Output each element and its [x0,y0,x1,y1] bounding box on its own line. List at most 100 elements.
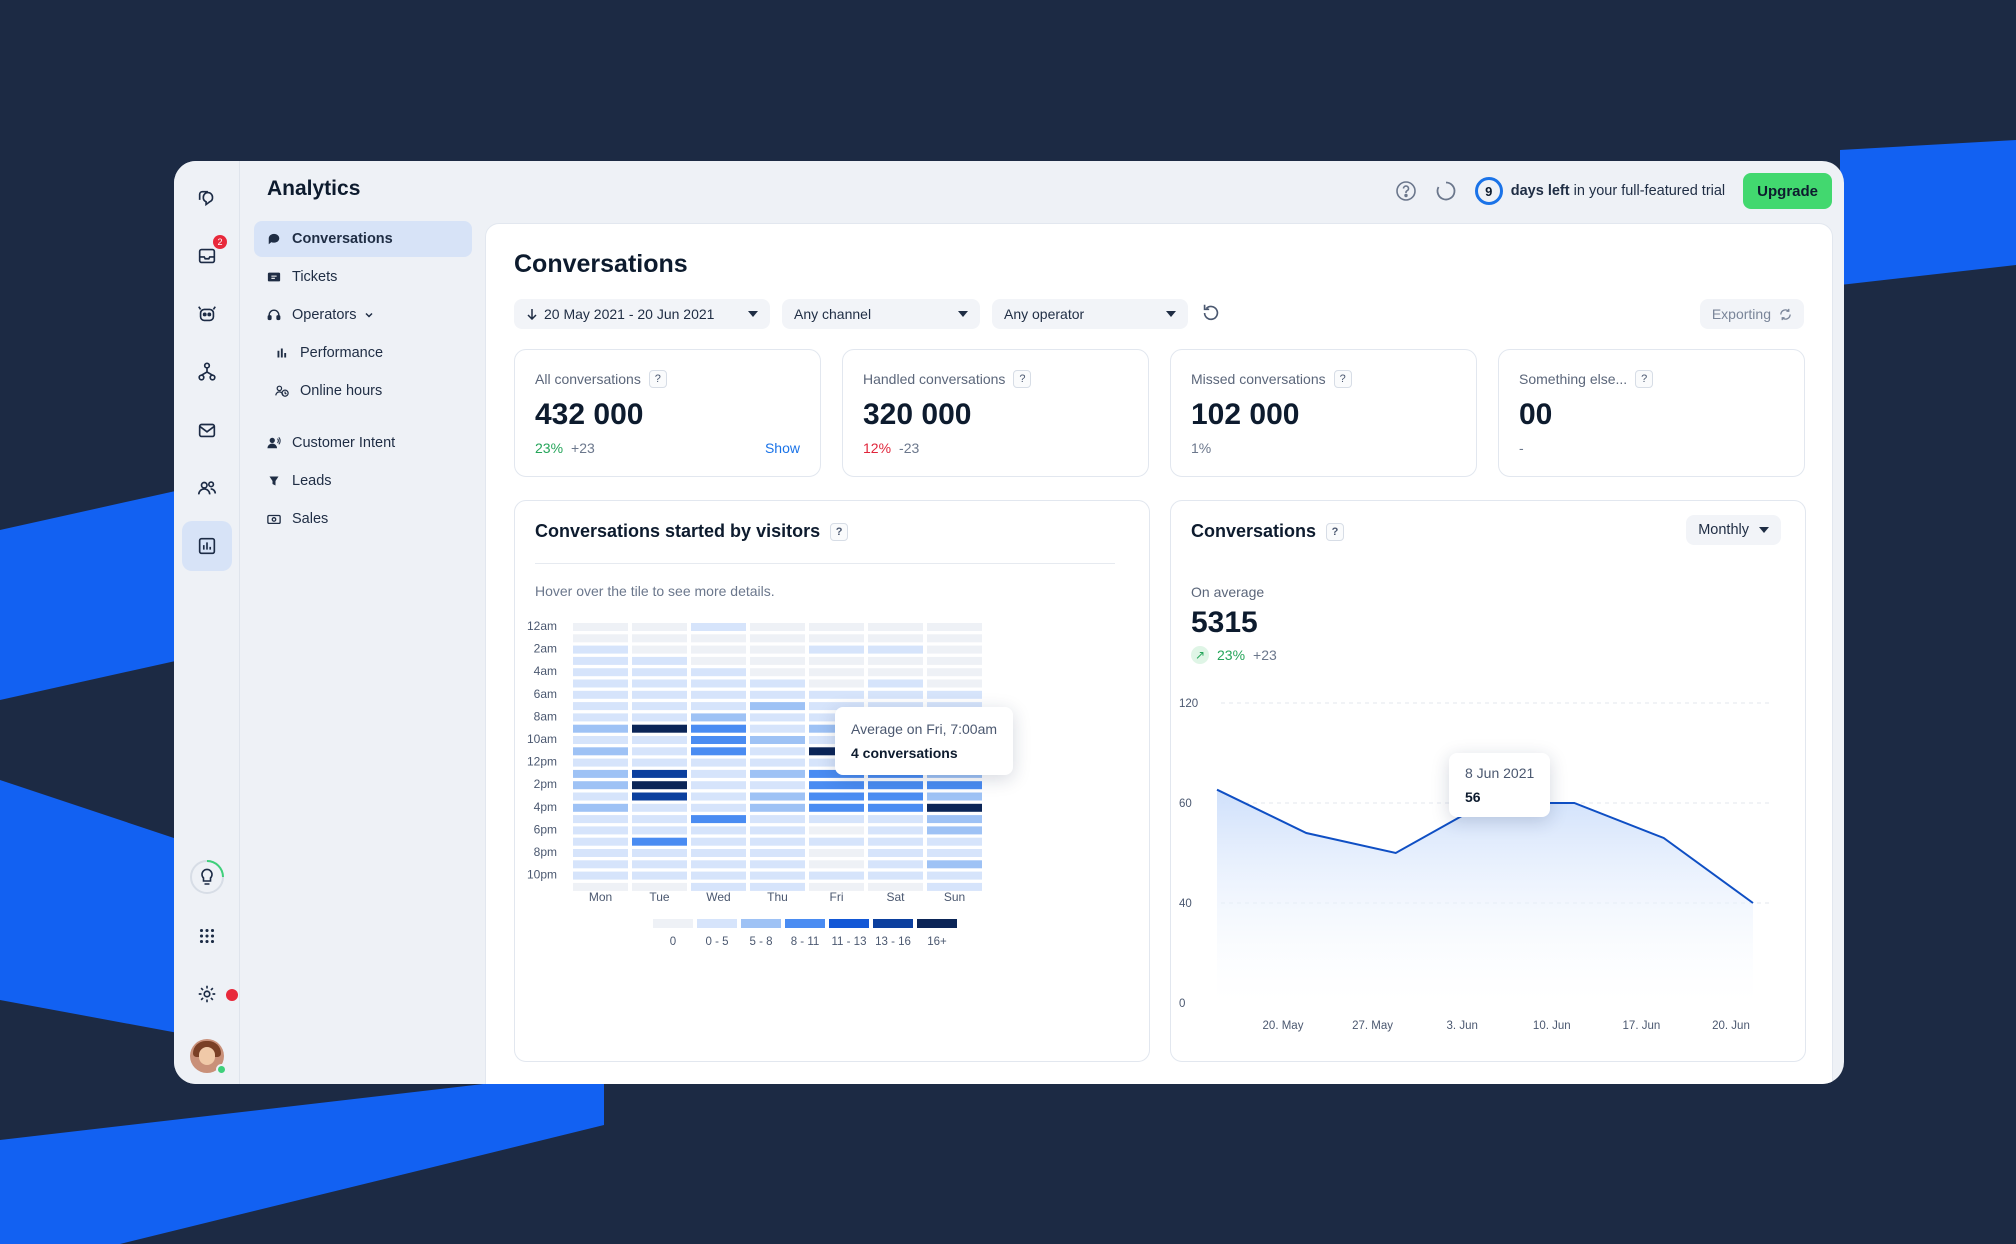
heatmap-cell[interactable] [573,803,628,812]
heatmap-cell[interactable] [632,668,687,677]
heatmap-cell[interactable] [868,849,923,857]
heatmap-cell[interactable] [750,736,805,744]
heatmap-cell[interactable] [750,679,805,688]
heatmap-cell[interactable] [573,656,628,665]
heatmap-cell[interactable] [927,815,982,824]
heatmap-cell[interactable] [691,882,746,891]
heatmap-cell[interactable] [809,634,864,643]
heatmap-cell[interactable] [750,882,805,891]
heatmap-cell[interactable] [573,645,628,654]
heatmap-cell[interactable] [691,826,746,835]
export-button[interactable]: Exporting [1699,299,1804,329]
heatmap-cell[interactable] [809,668,864,677]
heatmap-cell[interactable] [809,645,864,654]
heatmap-cell[interactable] [750,645,805,654]
heatmap-cell[interactable] [927,645,982,654]
heatmap-cell[interactable] [750,758,805,767]
heatmap-cell[interactable] [809,769,864,778]
channel-select[interactable]: Any channel [782,299,980,329]
upgrade-button[interactable]: Upgrade [1743,173,1832,209]
operator-select[interactable]: Any operator [992,299,1188,329]
nav-item-sales[interactable]: Sales [254,501,472,537]
nav-item-tickets[interactable]: Tickets [254,259,472,295]
heatmap-cell[interactable] [868,882,923,891]
heatmap-cell[interactable] [632,690,687,699]
bot-icon[interactable] [189,296,225,332]
heatmap-cell[interactable] [927,826,982,835]
heatmap-cell[interactable] [750,634,805,643]
heatmap-cell[interactable] [750,803,805,812]
heatmap-cell[interactable] [632,803,687,812]
heatmap-cell[interactable] [809,860,864,869]
heatmap-cell[interactable] [691,758,746,767]
heatmap-cell[interactable] [927,882,982,891]
heatmap-cell[interactable] [632,871,687,880]
contacts-icon[interactable] [189,470,225,506]
heatmap-cell[interactable] [927,623,982,631]
heatmap-cell[interactable] [868,803,923,812]
heatmap-cell[interactable] [573,871,628,880]
heatmap-cell[interactable] [927,849,982,857]
heatmap-cell[interactable] [750,747,805,756]
heatmap-cell[interactable] [691,702,746,711]
heatmap-cell[interactable] [809,690,864,699]
heatmap-cell[interactable] [573,849,628,857]
heatmap-cell[interactable] [927,656,982,665]
heatmap-cell[interactable] [809,623,864,631]
heatmap-cell[interactable] [573,758,628,767]
heatmap-cell[interactable] [573,860,628,869]
heatmap-cell[interactable] [691,623,746,631]
heatmap-cell[interactable] [750,781,805,790]
heatmap-cell[interactable] [691,724,746,733]
heatmap-cell[interactable] [750,668,805,677]
heatmap-cell[interactable] [691,781,746,790]
help-icon[interactable]: ? [1333,370,1352,388]
heatmap-cell[interactable] [750,815,805,824]
heatmap-cell[interactable] [573,668,628,677]
heatmap-cell[interactable] [927,871,982,880]
heatmap-cell[interactable] [809,781,864,790]
heatmap-cell[interactable] [691,871,746,880]
heatmap-cell[interactable] [691,679,746,688]
heatmap-cell[interactable] [573,679,628,688]
heatmap-cell[interactable] [927,634,982,643]
help-icon[interactable]: ? [1013,370,1032,388]
heatmap-cell[interactable] [868,792,923,801]
heatmap-cell[interactable] [573,781,628,790]
heatmap-cell[interactable] [691,668,746,677]
heatmap-cell[interactable] [691,747,746,756]
nav-item-leads[interactable]: Leads [254,463,472,499]
heatmap-cell[interactable] [632,860,687,869]
heatmap-cell[interactable] [750,837,805,846]
heatmap-cell[interactable] [927,803,982,812]
heatmap-cell[interactable] [632,634,687,643]
heatmap-cell[interactable] [750,724,805,733]
heatmap-cell[interactable] [750,769,805,778]
heatmap-cell[interactable] [927,702,982,711]
reset-filters-icon[interactable] [1200,302,1224,326]
settings-gear-icon[interactable] [189,976,225,1012]
nav-item-conversations[interactable]: Conversations [254,221,472,257]
heatmap-cell[interactable] [573,792,628,801]
heatmap-cell[interactable] [691,690,746,699]
date-range-select[interactable]: 20 May 2021 - 20 Jun 2021 [514,299,770,329]
heatmap-cell[interactable] [750,690,805,699]
help-icon[interactable]: ? [830,522,849,541]
heatmap-cell[interactable] [632,679,687,688]
nav-item-customer-intent[interactable]: Customer Intent [254,425,472,461]
heatmap-cell[interactable] [927,860,982,869]
heatmap-cell[interactable] [868,623,923,631]
flow-icon[interactable] [189,354,225,390]
heatmap-cell[interactable] [868,656,923,665]
heatmap-cell[interactable] [691,837,746,846]
heatmap-cell[interactable] [691,736,746,744]
heatmap-cell[interactable] [632,758,687,767]
heatmap-cell[interactable] [632,769,687,778]
heatmap-cell[interactable] [868,645,923,654]
heatmap-cell[interactable] [632,792,687,801]
heatmap-cell[interactable] [632,815,687,824]
mail-icon[interactable] [189,412,225,448]
heatmap-cell[interactable] [632,656,687,665]
lightbulb-icon[interactable] [189,859,225,895]
heatmap-cell[interactable] [868,826,923,835]
